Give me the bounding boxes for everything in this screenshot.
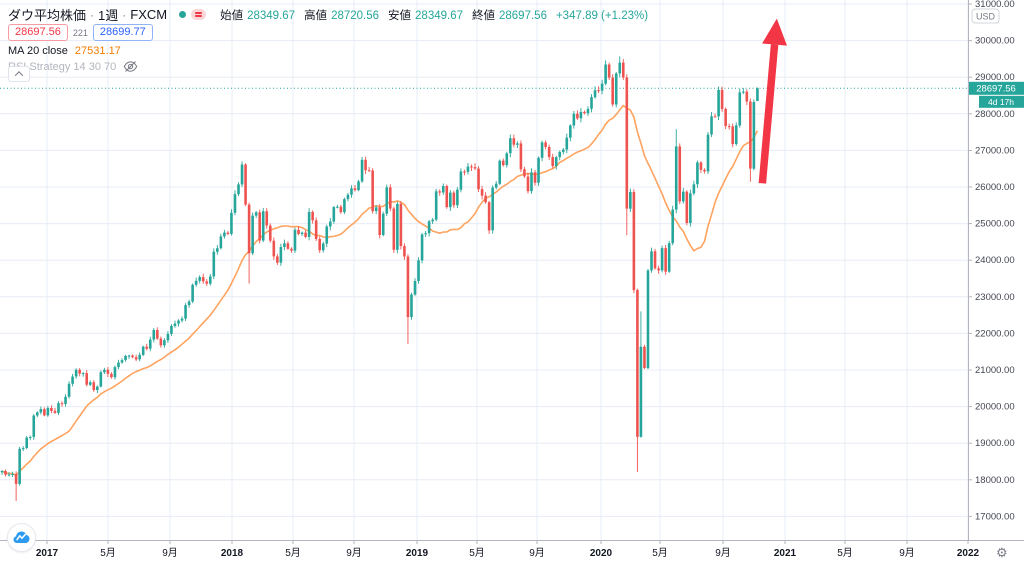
candlesticks[interactable] [0,56,759,501]
svg-text:2019: 2019 [406,548,429,559]
gear-icon[interactable]: ⚙ [996,545,1008,560]
gridlines [0,0,969,540]
collapse-indicators-button[interactable] [8,66,30,82]
time-axis-bg [0,540,1024,565]
interval-label: 1週 [98,8,119,23]
close-value: 28697.56 [499,9,547,22]
svg-text:5月: 5月 [652,547,668,559]
svg-text:2017: 2017 [36,548,59,559]
svg-text:20000.00: 20000.00 [975,402,1015,413]
tradingview-logo[interactable] [7,523,36,552]
ohlc-values: 始値 28349.67 高値 28720.56 安値 28349.67 終値 28697… [220,7,648,23]
svg-text:9月: 9月 [715,547,731,559]
delayed-data-icon[interactable] [191,9,207,20]
svg-text:23000.00: 23000.00 [975,292,1015,303]
svg-text:9月: 9月 [346,547,362,559]
svg-text:22000.00: 22000.00 [975,328,1015,339]
svg-text:9月: 9月 [529,547,545,559]
market-status-icon[interactable] [179,11,187,18]
visibility-off-icon[interactable] [123,60,138,73]
ma-label: MA 20 close [8,45,68,57]
svg-text:21000.00: 21000.00 [975,365,1015,376]
svg-text:28000.00: 28000.00 [975,109,1015,120]
rsi-indicator-legend[interactable]: RSI Strategy 14 30 70 [8,60,138,73]
svg-text:25000.00: 25000.00 [975,219,1015,230]
sell-button[interactable]: 28697.56 [8,24,68,41]
svg-text:2021: 2021 [774,548,797,559]
svg-text:2018: 2018 [221,548,244,559]
svg-text:27000.00: 27000.00 [975,145,1015,156]
exchange-label: FXCM [130,7,168,22]
rsi-label: RSI Strategy 14 30 70 [8,60,117,73]
ma-indicator-legend[interactable]: MA 20 close 27531.17 [8,45,121,57]
drawn-arrow-annotation[interactable] [758,18,788,184]
svg-text:18000.00: 18000.00 [975,475,1015,486]
open-value: 28349.67 [247,9,296,22]
symbol-title: ダウ平均株価 [8,8,87,23]
spread-value: 221 [72,27,88,38]
price-axis-ticks: 17000.00 18000.00 19000.00 20000.00 21000.00… [968,0,1015,522]
svg-text:19000.00: 19000.00 [975,438,1015,449]
svg-text:9月: 9月 [899,547,915,559]
high-value: 28720.56 [331,9,380,22]
buy-button[interactable]: 28699.77 [92,24,153,41]
high-label: 高値 [304,9,328,22]
current-price-badge: 28697.56 4d 17h [969,81,1024,108]
price-axis[interactable]: 17000.00 18000.00 19000.00 20000.00 21000.00… [968,0,1024,565]
currency-label: USD [976,12,996,22]
svg-text:26000.00: 26000.00 [975,182,1015,193]
svg-text:31000.00: 31000.00 [975,0,1015,10]
bar-countdown: 4d 17h [988,97,1014,107]
low-value: 28349.67 [415,9,463,22]
svg-text:17000.00: 17000.00 [975,511,1015,522]
change-value: +347.89 (+1.23%) [555,9,649,22]
time-axis[interactable]: 2017 5月 9月 2018 5月 9月 2019 5月 9月 2020 5月 9月 2021 5月 9月… [0,540,1024,565]
current-price-value: 28697.56 [976,83,1016,94]
svg-text:2022: 2022 [957,548,980,559]
low-label: 安値 [388,9,412,22]
close-label: 終値 [472,9,495,22]
ma-value: 27531.17 [74,45,121,57]
svg-text:29000.00: 29000.00 [975,72,1015,83]
svg-text:5月: 5月 [837,547,853,559]
svg-text:5月: 5月 [285,547,301,559]
open-label: 始値 [220,9,244,22]
time-axis-ticks: 2017 5月 9月 2018 5月 9月 2019 5月 9月 2020 5月 9月 2021 5月 9月… [36,540,980,559]
svg-text:5月: 5月 [469,547,485,559]
currency-button[interactable] [971,8,1000,24]
svg-text:30000.00: 30000.00 [975,36,1015,47]
svg-text:24000.00: 24000.00 [975,255,1015,266]
symbol-legend[interactable]: ダウ平均株価 · 1週 · FXCM 始値 28349.67 高値 28720.56… [8,7,649,23]
tradingview-cloud-icon [13,531,30,543]
svg-text:5月: 5月 [100,547,116,559]
bid-ask-row: 28697.56 221 28699.77 [8,24,153,41]
ma-20-line[interactable] [1,104,759,477]
svg-text:9月: 9月 [162,547,178,559]
svg-text:2020: 2020 [590,548,613,559]
